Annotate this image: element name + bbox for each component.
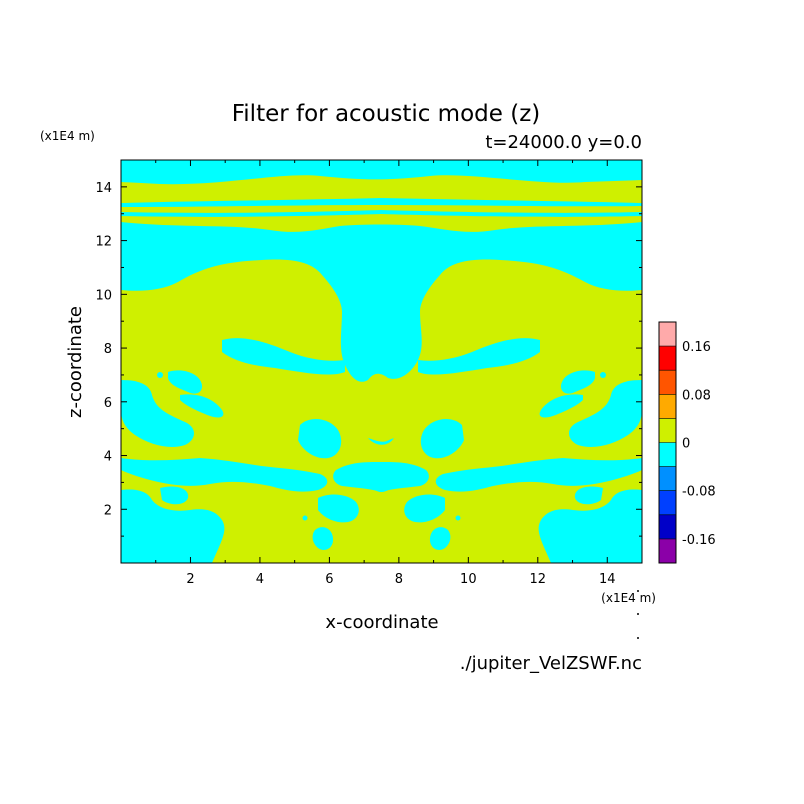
- plot-frame: [120, 159, 643, 564]
- x-tick-label: 4: [256, 572, 264, 587]
- footer-filename: ./jupiter_VelZSWF.nc: [460, 653, 642, 674]
- y-tick-label: 14: [95, 181, 112, 196]
- x-axis-label: x-coordinate: [325, 612, 438, 633]
- x-tick-label: 2: [186, 572, 194, 587]
- y-tick-label: 8: [104, 342, 112, 357]
- colorbar-segment: [659, 442, 676, 467]
- x-tick-label: 12: [530, 572, 547, 587]
- colorbar-tick-label: -0.16: [682, 533, 716, 548]
- colorbar-segment: [659, 490, 676, 515]
- y-tick-label: 4: [104, 450, 112, 465]
- colorbar: 0.16 0.08 0 -0.08 -0.16: [658, 321, 716, 564]
- negative-regions: [121, 160, 642, 563]
- y-tick-label: 6: [104, 396, 112, 411]
- x-axis-unit: (x1E4 m): [601, 591, 656, 605]
- colorbar-frame: [658, 321, 677, 564]
- marker-dot: [637, 637, 639, 639]
- colorbar-segment: [659, 322, 676, 347]
- y-tick-label: 12: [95, 235, 112, 250]
- x-axis-ticks: 2 4 6 8 10 12 14: [155, 160, 643, 587]
- colorbar-segment: [659, 538, 676, 563]
- colorbar-segment: [659, 466, 676, 491]
- colorbar-tick-label: -0.08: [682, 485, 716, 500]
- contour-plot-area: 2 4 6 8 10 12 14 2 4 6 8 10 12 14: [95, 159, 643, 587]
- y-axis-ticks: 2 4 6 8 10 12 14: [95, 159, 642, 537]
- x-tick-label: 10: [460, 572, 477, 587]
- colorbar-tick-label: 0: [682, 437, 690, 452]
- colorbar-tick-label: 0.16: [682, 340, 711, 355]
- chart-subtitle: t=24000.0 y=0.0: [485, 132, 642, 153]
- colorbar-segment: [659, 514, 676, 539]
- colorbar-segment: [659, 370, 676, 395]
- colorbar-segment: [659, 394, 676, 419]
- chart-title: Filter for acoustic mode (z): [232, 101, 541, 127]
- marker-dot: [637, 613, 639, 615]
- y-tick-label: 2: [104, 503, 112, 518]
- y-axis-label: z-coordinate: [65, 306, 86, 418]
- y-tick-label: 10: [95, 288, 112, 303]
- marker-dot: [637, 590, 639, 592]
- x-tick-label: 8: [395, 572, 403, 587]
- x-tick-label: 6: [325, 572, 333, 587]
- colorbar-segment: [659, 418, 676, 443]
- colorbar-tick-label: 0.08: [682, 388, 711, 403]
- x-tick-label: 14: [599, 572, 616, 587]
- colorbar-segment: [659, 346, 676, 371]
- y-axis-unit: (x1E4 m): [40, 129, 95, 143]
